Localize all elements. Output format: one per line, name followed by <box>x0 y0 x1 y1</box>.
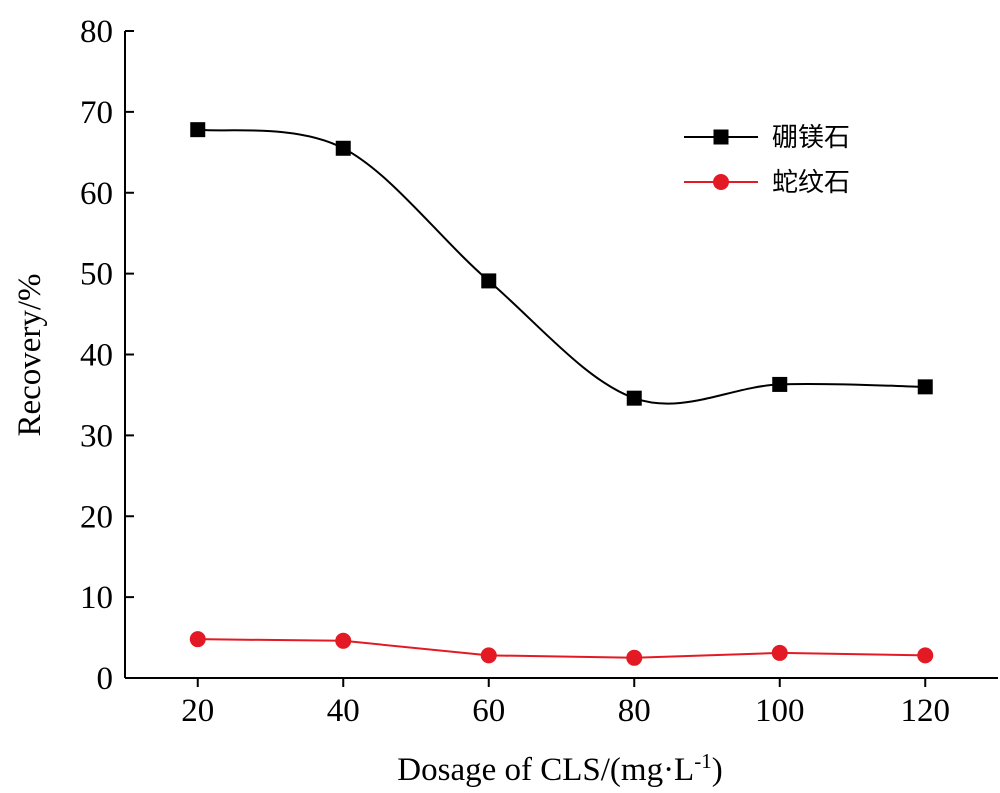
data-point <box>335 140 351 156</box>
y-tick-label: 80 <box>80 14 113 50</box>
y-axis-title: Recovery/% <box>12 273 48 436</box>
y-tick-label: 70 <box>80 95 113 131</box>
x-tick-label: 80 <box>618 693 651 729</box>
data-point <box>626 390 642 406</box>
series-2 <box>189 631 934 666</box>
data-point <box>917 647 934 664</box>
x-axis-title: Dosage of CLS/(mg·L-1) <box>397 749 722 788</box>
series-line <box>197 638 926 659</box>
legend-item: 蛇纹石 <box>684 168 850 198</box>
x-axis-title-main: Dosage of CLS/(mg·L <box>397 752 694 788</box>
data-point <box>771 644 788 661</box>
data-point <box>335 632 352 649</box>
x-axis-title-end: ) <box>712 752 723 788</box>
series-1 <box>190 122 933 406</box>
x-tick-label: 100 <box>755 693 805 729</box>
series-layer <box>189 122 934 666</box>
legend-marker <box>713 174 729 190</box>
x-tick-label: 20 <box>181 693 214 729</box>
x-tick-label: 60 <box>472 693 505 729</box>
data-point <box>917 379 933 395</box>
legend-label: 硼镁石 <box>772 123 850 153</box>
x-tick-label: 40 <box>327 693 360 729</box>
x-axis-title-superscript: -1 <box>694 749 712 773</box>
data-point <box>190 122 206 138</box>
y-tick-label: 40 <box>80 338 113 374</box>
y-tick-label: 60 <box>80 176 113 212</box>
y-tick-label: 30 <box>80 418 113 454</box>
x-tick-label: 120 <box>901 693 951 729</box>
y-tick-label: 50 <box>80 257 113 293</box>
data-point <box>626 649 643 666</box>
data-point <box>772 376 788 392</box>
legend-item: 硼镁石 <box>684 123 850 153</box>
data-point <box>481 273 497 289</box>
y-tick-label: 0 <box>97 661 114 697</box>
axes: 0 10 20 30 40 50 60 70 80 20 40 60 80 100 120 <box>80 14 998 729</box>
legend-marker <box>713 129 729 145</box>
y-tick-label: 20 <box>80 499 113 535</box>
data-point <box>480 647 497 664</box>
y-tick-label: 10 <box>80 580 113 616</box>
series-line <box>197 128 926 405</box>
data-point <box>189 631 206 648</box>
legend-label: 蛇纹石 <box>772 168 850 198</box>
